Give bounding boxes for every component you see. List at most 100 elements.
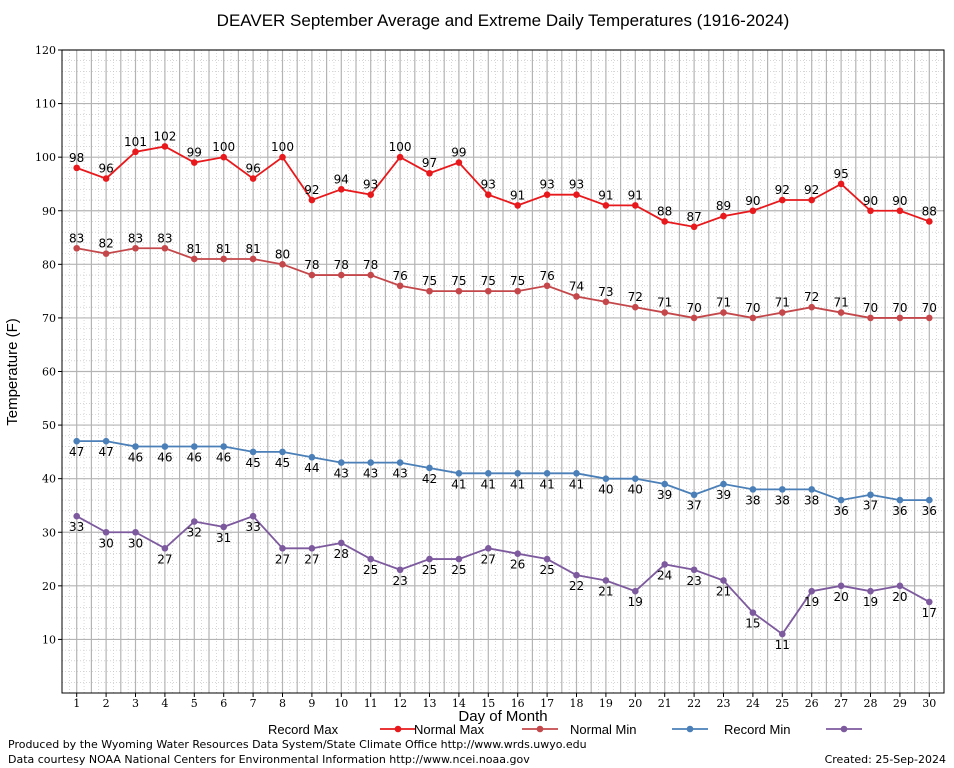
data-label: 21 (598, 584, 613, 598)
data-point (161, 143, 169, 150)
data-label: 72 (804, 290, 819, 304)
data-point (367, 555, 375, 563)
data-label: 20 (892, 590, 907, 604)
data-label: 33 (245, 520, 260, 534)
data-label: 31 (216, 531, 231, 545)
x-tick-label: 22 (687, 697, 701, 710)
series-line-2 (76, 440, 930, 502)
data-label: 92 (304, 183, 319, 197)
data-label: 91 (628, 188, 643, 202)
data-point (661, 480, 668, 488)
x-tick-label: 14 (452, 697, 466, 710)
data-label: 75 (422, 274, 437, 288)
data-point (896, 314, 904, 322)
y-axis-label: Temperature (F) (4, 318, 21, 426)
data-label: 38 (745, 493, 760, 507)
data-point (896, 496, 904, 504)
x-tick-label: 2 (103, 697, 110, 710)
data-point (867, 587, 874, 595)
data-label: 37 (686, 499, 701, 513)
data-point (543, 191, 551, 198)
data-label: 82 (98, 237, 113, 251)
data-point (867, 314, 874, 322)
data-label: 92 (804, 183, 819, 197)
data-label: 83 (157, 231, 172, 245)
x-tick-label: 13 (423, 697, 437, 710)
data-point (632, 202, 639, 209)
data-point (690, 314, 698, 322)
data-point (308, 453, 316, 461)
x-axis-label: Day of Month (458, 708, 547, 725)
x-tick-label: 10 (334, 697, 348, 710)
x-tick-label: 18 (570, 697, 584, 710)
legend-marker (686, 725, 694, 733)
data-point (749, 207, 757, 215)
data-label: 93 (539, 178, 554, 192)
data-point (485, 191, 492, 198)
data-label: 24 (657, 568, 672, 582)
data-label: 32 (187, 526, 202, 540)
data-label: 38 (804, 493, 819, 507)
data-point (602, 202, 610, 209)
data-point (191, 159, 198, 166)
data-label: 71 (657, 296, 672, 310)
data-label: 27 (275, 552, 290, 566)
data-label: 75 (481, 274, 496, 288)
data-point (514, 550, 521, 557)
data-label: 27 (157, 552, 172, 566)
data-label: 43 (363, 467, 378, 481)
data-point (661, 218, 668, 225)
data-point (102, 175, 110, 182)
data-point (73, 244, 80, 252)
data-label: 37 (863, 499, 878, 513)
data-point (249, 255, 257, 263)
data-label: 90 (892, 194, 907, 208)
x-tick-label: 23 (717, 697, 731, 710)
data-point (573, 293, 580, 300)
data-label: 41 (481, 477, 496, 491)
data-label: 93 (363, 178, 378, 192)
data-point (632, 303, 639, 311)
data-point (661, 309, 668, 316)
data-label: 11 (775, 638, 790, 652)
data-label: 47 (69, 445, 84, 459)
data-point (367, 271, 375, 279)
data-point (338, 539, 345, 547)
data-label: 70 (863, 301, 878, 315)
data-label: 25 (539, 563, 554, 577)
footer-data-courtesy: Data courtesy NOAA National Centers for … (8, 753, 530, 766)
data-label: 20 (833, 590, 848, 604)
x-tick-label: 1 (73, 697, 80, 710)
data-point (720, 480, 727, 488)
x-tick-label: 12 (393, 697, 407, 710)
data-point (279, 448, 286, 456)
x-tick-label: 7 (250, 697, 257, 710)
data-label: 80 (275, 247, 290, 261)
data-label: 70 (892, 301, 907, 315)
data-point (132, 148, 139, 156)
data-label: 70 (922, 301, 937, 315)
x-tick-label: 11 (364, 697, 378, 710)
data-point (73, 437, 80, 445)
data-label: 36 (892, 504, 907, 518)
data-label: 96 (98, 162, 113, 176)
data-label: 87 (686, 210, 701, 224)
data-point (191, 443, 198, 450)
data-point (73, 164, 80, 172)
data-label: 25 (363, 563, 378, 577)
data-label: 19 (804, 595, 819, 609)
data-point (367, 459, 375, 466)
data-point (396, 282, 404, 290)
data-label: 36 (833, 504, 848, 518)
x-tick-label: 6 (220, 697, 227, 710)
data-point (779, 630, 786, 638)
y-tick-label: 80 (42, 258, 56, 271)
data-point (396, 566, 404, 574)
legend-label: Record Max (268, 722, 339, 737)
data-point (926, 218, 933, 225)
data-label: 39 (716, 488, 731, 502)
x-tick-label: 27 (834, 697, 848, 710)
x-tick-label: 17 (540, 697, 554, 710)
data-label: 46 (187, 451, 202, 465)
data-point (573, 470, 580, 477)
